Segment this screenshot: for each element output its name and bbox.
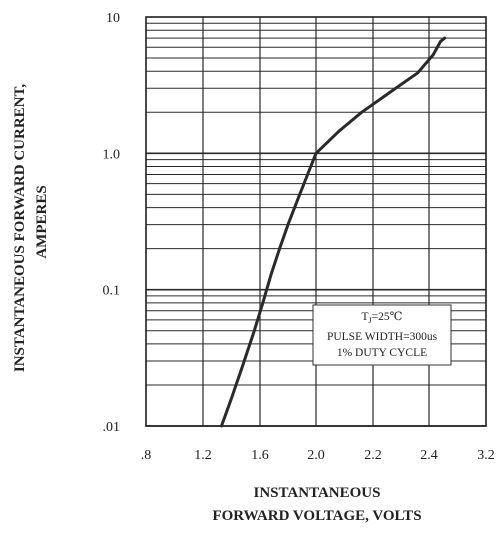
y-tick-label: .01 xyxy=(103,420,121,435)
junction-temp-label: TJ=25℃ xyxy=(361,311,402,325)
pulse-width-label: PULSE WIDTH=300us xyxy=(327,331,438,343)
y-tick-label: 1.0 xyxy=(103,147,121,162)
forward-current-curve xyxy=(220,36,447,428)
x-axis-title-line-1: INSTANTANEOUS xyxy=(254,485,381,501)
duty-cycle-label: 1% DUTY CYCLE xyxy=(337,347,427,359)
y-tick-label: 10 xyxy=(106,11,120,26)
x-tick-label: 2.4 xyxy=(420,448,438,463)
temp-suffix: =25℃ xyxy=(372,311,403,323)
x-tick-label: .8 xyxy=(141,448,152,463)
y-axis-title-line-1: INSTANTANEOUS FORWARD CURRENT, xyxy=(12,84,28,373)
temp-subscript: J xyxy=(369,316,372,325)
x-tick-label: 3.2 xyxy=(477,448,495,463)
x-tick-label: 1.6 xyxy=(251,448,269,463)
x-tick-label: 2.0 xyxy=(307,448,325,463)
x-axis-title-line-2: FORWARD VOLTAGE, VOLTS xyxy=(212,508,421,524)
x-tick-label: 2.2 xyxy=(364,448,382,463)
x-tick-label: 1.2 xyxy=(194,448,212,463)
y-tick-label: 0.1 xyxy=(103,284,121,299)
temp-prefix: T xyxy=(361,311,368,323)
plot-frame xyxy=(145,16,487,427)
y-axis-title-line-2: AMPERES xyxy=(34,185,50,258)
y-tick-labels: 10 1.0 0.1 .01 xyxy=(103,11,121,435)
conditions-box xyxy=(312,304,452,366)
conditions-annotation: TJ=25℃ PULSE WIDTH=300us 1% DUTY CYCLE xyxy=(312,304,452,366)
x-tick-labels: .8 1.2 1.6 2.0 2.2 2.4 3.2 xyxy=(141,448,495,463)
